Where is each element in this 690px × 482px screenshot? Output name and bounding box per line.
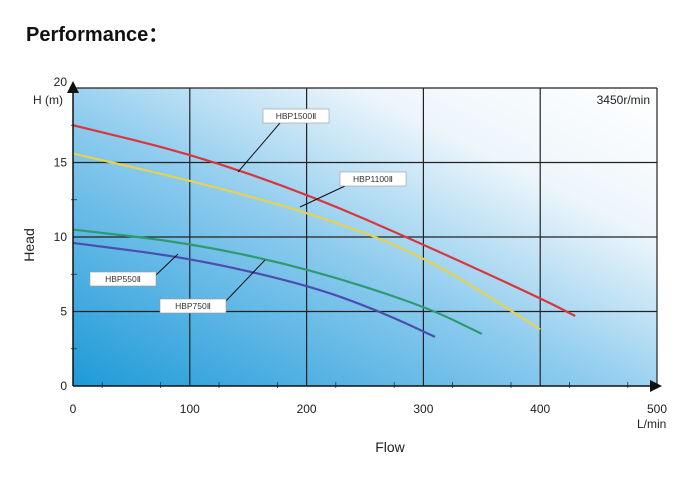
axes (67, 81, 662, 392)
x-axis-title: Flow (375, 439, 405, 455)
y-axis-title: Head (21, 228, 37, 261)
callout-leader (237, 122, 281, 173)
callout-box (89, 271, 157, 287)
y-tick-label: 0 (60, 379, 67, 393)
y-unit-label: H (m) (33, 93, 63, 107)
series-line (72, 228, 483, 335)
speed-note: 3450r/min (597, 93, 650, 107)
series-line (72, 124, 576, 317)
series-label: HBP1500Ⅱ (276, 111, 317, 121)
tick-labels: 0 100 200 300 400 500 0 5 10 15 20 (54, 75, 668, 416)
x-unit-label: L/min (637, 417, 666, 431)
series-lines (72, 124, 576, 338)
callout-leader (223, 259, 266, 304)
series-callouts: HBP1500Ⅱ HBP1100Ⅱ HBP550Ⅱ HBP750Ⅱ (89, 108, 407, 314)
y-tick-label: 15 (54, 156, 68, 170)
x-tick-label: 200 (297, 402, 317, 416)
x-tick-label: 100 (180, 402, 200, 416)
callout-box (339, 171, 407, 187)
series-line (72, 241, 436, 338)
page-title: Performance： (26, 24, 169, 46)
callout-leader (154, 253, 179, 277)
x-tick-label: 400 (530, 402, 550, 416)
series-label: HBP1100Ⅱ (353, 174, 393, 184)
y-tick-label: 10 (54, 230, 68, 244)
series-label: HBP550Ⅱ (105, 274, 141, 284)
series-line (72, 152, 541, 331)
callout-leader (299, 185, 346, 208)
x-tick-label: 500 (647, 402, 667, 416)
y-tick-label: 5 (60, 305, 67, 319)
callout-box (159, 298, 227, 314)
series-label: HBP750Ⅱ (175, 301, 211, 311)
x-tick-label: 300 (413, 402, 433, 416)
x-tick-label: 0 (70, 402, 77, 416)
callout-box (262, 108, 330, 124)
y-tick-label: 20 (54, 75, 68, 89)
